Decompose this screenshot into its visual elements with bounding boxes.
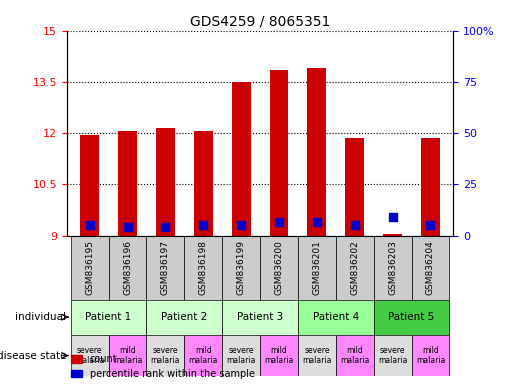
- Bar: [118, 131, 137, 235]
- Text: GSM836204: GSM836204: [426, 240, 435, 295]
- Text: GSM836196: GSM836196: [123, 240, 132, 295]
- FancyBboxPatch shape: [411, 335, 450, 376]
- FancyBboxPatch shape: [298, 300, 374, 335]
- Point: [237, 222, 245, 228]
- FancyBboxPatch shape: [146, 335, 184, 376]
- Text: mild
malaria: mild malaria: [340, 346, 369, 365]
- Text: severe
malaria: severe malaria: [227, 346, 256, 365]
- Text: GSM836203: GSM836203: [388, 240, 397, 295]
- FancyBboxPatch shape: [222, 300, 298, 335]
- FancyBboxPatch shape: [71, 300, 146, 335]
- FancyBboxPatch shape: [374, 235, 411, 300]
- FancyBboxPatch shape: [146, 300, 222, 335]
- FancyBboxPatch shape: [222, 235, 260, 300]
- Bar: [383, 234, 402, 235]
- Text: Patient 5: Patient 5: [388, 312, 435, 322]
- FancyBboxPatch shape: [374, 300, 450, 335]
- Text: severe
malaria: severe malaria: [151, 346, 180, 365]
- Text: GSM836202: GSM836202: [350, 240, 359, 295]
- Text: GSM836201: GSM836201: [313, 240, 321, 295]
- Point: [85, 222, 94, 228]
- FancyBboxPatch shape: [411, 235, 450, 300]
- Bar: [421, 138, 440, 235]
- Point: [351, 222, 359, 228]
- Text: mild
malaria: mild malaria: [113, 346, 142, 365]
- Point: [161, 224, 169, 230]
- Text: individual: individual: [15, 312, 66, 322]
- Text: Patient 2: Patient 2: [161, 312, 208, 322]
- Point: [124, 224, 132, 230]
- Bar: [232, 82, 251, 235]
- FancyBboxPatch shape: [184, 335, 222, 376]
- Text: mild
malaria: mild malaria: [188, 346, 218, 365]
- Bar: [80, 135, 99, 235]
- Text: Patient 1: Patient 1: [85, 312, 132, 322]
- FancyBboxPatch shape: [71, 335, 109, 376]
- Text: GSM836200: GSM836200: [274, 240, 284, 295]
- Point: [426, 222, 435, 228]
- FancyBboxPatch shape: [336, 235, 374, 300]
- Bar: [307, 68, 327, 235]
- FancyBboxPatch shape: [374, 335, 411, 376]
- Bar: [345, 138, 364, 235]
- Point: [313, 219, 321, 225]
- Text: GSM836195: GSM836195: [85, 240, 94, 295]
- FancyBboxPatch shape: [109, 335, 146, 376]
- Text: mild
malaria: mild malaria: [416, 346, 445, 365]
- FancyBboxPatch shape: [146, 235, 184, 300]
- Bar: [269, 70, 288, 235]
- Bar: [194, 131, 213, 235]
- Text: mild
malaria: mild malaria: [264, 346, 294, 365]
- Title: GDS4259 / 8065351: GDS4259 / 8065351: [190, 14, 330, 28]
- FancyBboxPatch shape: [109, 235, 146, 300]
- Point: [388, 214, 397, 220]
- FancyBboxPatch shape: [71, 235, 109, 300]
- FancyBboxPatch shape: [336, 335, 374, 376]
- FancyBboxPatch shape: [298, 335, 336, 376]
- FancyBboxPatch shape: [260, 335, 298, 376]
- Text: severe
malaria: severe malaria: [302, 346, 332, 365]
- FancyBboxPatch shape: [184, 235, 222, 300]
- FancyBboxPatch shape: [298, 235, 336, 300]
- Legend: count, percentile rank within the sample: count, percentile rank within the sample: [66, 350, 259, 383]
- Text: Patient 3: Patient 3: [237, 312, 283, 322]
- Text: GSM836197: GSM836197: [161, 240, 170, 295]
- Bar: [156, 128, 175, 235]
- FancyBboxPatch shape: [222, 335, 260, 376]
- Text: severe
malaria: severe malaria: [378, 346, 407, 365]
- Point: [199, 222, 208, 228]
- Text: GSM836198: GSM836198: [199, 240, 208, 295]
- Point: [275, 219, 283, 225]
- Text: GSM836199: GSM836199: [236, 240, 246, 295]
- FancyBboxPatch shape: [260, 235, 298, 300]
- Text: disease state: disease state: [0, 351, 66, 361]
- Text: Patient 4: Patient 4: [313, 312, 359, 322]
- Text: severe
malaria: severe malaria: [75, 346, 105, 365]
